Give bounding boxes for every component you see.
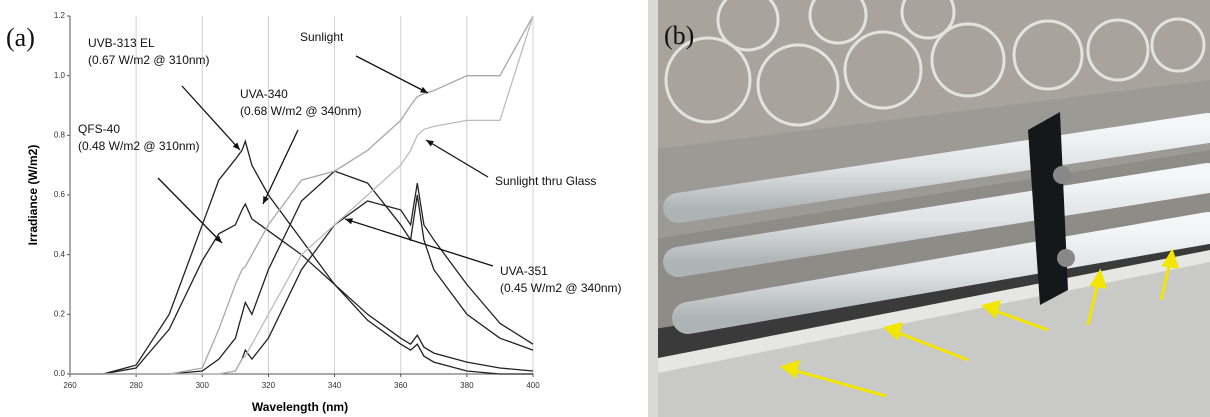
x-tick-label: 320 — [262, 381, 276, 390]
series-label: QFS-40 — [78, 122, 120, 136]
photo: (b) — [648, 0, 1210, 417]
annotation-arrow — [181, 85, 241, 151]
left-frame — [648, 0, 658, 417]
frame-edge — [648, 250, 1210, 375]
arrow-head — [214, 235, 222, 243]
x-tick-label: 400 — [526, 381, 540, 390]
series-line — [70, 202, 534, 375]
chart: (a) Wavelength (nm) Irradiance (W/m2) 26… — [6, 11, 622, 414]
series-label: UVB-313 EL — [88, 36, 155, 50]
annotation-arrow — [425, 139, 489, 178]
x-tick-label: 280 — [129, 381, 143, 390]
y-tick-label: 1.0 — [54, 71, 66, 80]
series-annotation: (0.45 W/m2 @ 340nm) — [500, 281, 622, 295]
annotation-arrow — [262, 129, 299, 205]
front-frame — [648, 255, 1210, 417]
arrow-head — [263, 196, 269, 204]
series-line — [70, 170, 534, 375]
bracket-knob — [1053, 166, 1071, 184]
series-line — [70, 15, 534, 375]
reflector-circles — [664, 0, 1206, 127]
series-annotation: (0.68 W/m2 @ 340nm) — [240, 104, 362, 118]
arrow-head — [232, 142, 240, 150]
series-label: Sunlight thru Glass — [495, 174, 596, 188]
x-axis-label: Wavelength (nm) — [252, 400, 348, 414]
series-annotation: (0.67 W/m2 @ 310nm) — [88, 53, 210, 67]
y-tick-label: 1.2 — [54, 11, 66, 20]
series-label: UVA-340 — [240, 87, 288, 101]
series-line — [70, 182, 534, 375]
series-label: Sunlight — [300, 30, 344, 44]
x-tick-label: 300 — [196, 381, 210, 390]
y-axis-label: Irradiance (W/m2) — [26, 145, 40, 246]
panel-label: (a) — [6, 23, 35, 52]
bracket-knob — [1057, 249, 1075, 267]
y-tick-label: 0.8 — [54, 130, 66, 139]
arrow-head — [420, 86, 428, 93]
y-tick-label: 0.4 — [54, 250, 66, 259]
series-line — [70, 139, 533, 375]
lamp-tubes — [663, 113, 1210, 334]
arrow-head — [426, 140, 434, 147]
arrow-head — [345, 218, 353, 225]
annotation-arrow — [157, 177, 223, 244]
x-tick-label: 260 — [63, 381, 77, 390]
x-tick-label: 340 — [328, 381, 342, 390]
y-tick-label: 0.2 — [54, 309, 66, 318]
series-line — [70, 15, 534, 375]
x-tick-label: 360 — [394, 381, 408, 390]
yellow-arrows — [779, 248, 1180, 398]
annotation-arrow — [344, 218, 494, 267]
annotation-arrow — [355, 55, 429, 94]
y-tick-label: 0.6 — [54, 190, 66, 199]
y-tick-label: 0.0 — [54, 369, 66, 378]
panel-label: (b) — [664, 21, 694, 50]
series-annotation: (0.48 W/m2 @ 310nm) — [78, 139, 200, 153]
x-tick-label: 380 — [460, 381, 474, 390]
series-label: UVA-351 — [500, 264, 548, 278]
